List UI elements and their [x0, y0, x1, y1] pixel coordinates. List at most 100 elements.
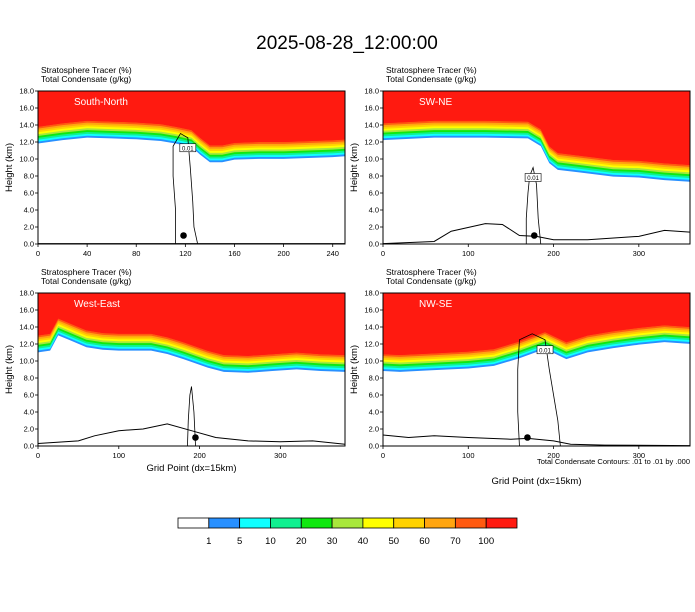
- y-axis-label: Height (km): [4, 345, 15, 394]
- terrain-line: [383, 223, 690, 244]
- y-tick-label: 16.0: [364, 306, 379, 315]
- stratosphere-core: [38, 293, 345, 356]
- y-tick-label: 12.0: [364, 340, 379, 349]
- stratosphere-core: [383, 91, 690, 165]
- x-tick-label: 200: [547, 249, 560, 258]
- panel-title-line: Total Condensate (g/kg): [41, 276, 131, 286]
- y-tick-label: 18.0: [364, 289, 379, 298]
- x-tick-label: 100: [113, 451, 126, 460]
- section-center-marker: [180, 232, 187, 239]
- x-tick-label: 100: [462, 249, 475, 258]
- y-tick-label: 0.0: [369, 240, 379, 249]
- colorbar-label: 20: [296, 536, 307, 547]
- y-axis-label: Height (km): [349, 143, 360, 192]
- panel-title-line: Stratosphere Tracer (%): [386, 267, 477, 277]
- plot-frame: [37, 292, 346, 447]
- y-tick-label: 6.0: [24, 391, 34, 400]
- section-label: NW-SE: [419, 299, 452, 310]
- y-tick-label: 8.0: [369, 172, 379, 181]
- colorbar-swatch: [331, 517, 364, 529]
- contour-label-box: [524, 173, 542, 182]
- y-tick-label: 16.0: [19, 306, 34, 315]
- y-tick-label: 4.0: [369, 408, 379, 417]
- x-axis-label: Grid Point (dx=15km): [146, 463, 236, 474]
- y-tick-label: 6.0: [24, 189, 34, 198]
- y-tick-label: 8.0: [369, 374, 379, 383]
- panel-title-line: Stratosphere Tracer (%): [41, 267, 132, 277]
- plot-area-west-east: [38, 293, 345, 446]
- x-tick-label: 300: [633, 451, 646, 460]
- y-tick-label: 10.0: [364, 357, 379, 366]
- colorbar-label: 10: [265, 536, 276, 547]
- plot-area-south-north: [38, 91, 345, 244]
- y-tick-label: 6.0: [369, 189, 379, 198]
- colorbar-swatch: [393, 517, 425, 529]
- y-tick-label: 4.0: [369, 206, 379, 215]
- plot-area-sw-ne: [383, 91, 690, 244]
- panel-title-line: Total Condensate (g/kg): [386, 74, 476, 84]
- stratosphere-core: [383, 293, 690, 356]
- colorbar-label: 40: [358, 536, 369, 547]
- y-tick-label: 2.0: [24, 425, 34, 434]
- x-tick-label: 40: [83, 249, 91, 258]
- y-axis-label: Height (km): [349, 345, 360, 394]
- section-label: SW-NE: [419, 97, 452, 108]
- y-tick-label: 10.0: [364, 155, 379, 164]
- colorbar-swatch: [454, 517, 487, 529]
- y-tick-label: 12.0: [19, 340, 34, 349]
- x-tick-label: 160: [228, 249, 241, 258]
- colorbar-swatch: [177, 517, 210, 529]
- y-tick-label: 10.0: [19, 155, 34, 164]
- colorbar-label: 60: [419, 536, 430, 547]
- x-tick-label: 0: [381, 249, 385, 258]
- y-tick-label: 10.0: [19, 357, 34, 366]
- section-center-marker: [530, 232, 538, 239]
- x-tick-label: 120: [179, 249, 192, 258]
- y-tick-label: 8.0: [24, 172, 34, 181]
- x-tick-label: 200: [193, 451, 206, 460]
- panel-title-line: Total Condensate (g/kg): [386, 276, 476, 286]
- y-tick-label: 12.0: [364, 138, 379, 147]
- x-tick-label: 0: [36, 249, 40, 258]
- x-tick-label: 0: [381, 451, 385, 460]
- stratosphere-core: [38, 91, 345, 146]
- y-tick-label: 18.0: [19, 289, 34, 298]
- y-tick-label: 14.0: [364, 323, 379, 332]
- section-center-marker: [524, 434, 531, 441]
- x-tick-label: 300: [633, 249, 646, 258]
- contour-label: 0.01: [182, 146, 194, 152]
- figure-title: 2025-08-28_12:00:00: [256, 33, 438, 54]
- section-label: South-North: [74, 97, 128, 108]
- terrain-line: [383, 434, 690, 446]
- x-tick-label: 240: [326, 249, 339, 258]
- colorbar-label: 70: [450, 536, 461, 547]
- colorbar-label: 50: [388, 536, 399, 547]
- condensate-contour: [172, 132, 199, 244]
- terrain-line: [38, 423, 345, 445]
- x-tick-label: 200: [547, 451, 560, 460]
- y-tick-label: 18.0: [364, 87, 379, 96]
- panel-title-line: Total Condensate (g/kg): [41, 74, 131, 84]
- condensate-contour: [517, 333, 561, 446]
- plot-frame: [382, 292, 691, 447]
- colorbar-swatch: [424, 517, 456, 529]
- y-tick-label: 6.0: [369, 391, 379, 400]
- x-tick-label: 300: [274, 451, 287, 460]
- plot-frame: [382, 90, 691, 245]
- colorbar-swatch: [270, 517, 302, 529]
- section-center-marker: [192, 434, 199, 441]
- y-tick-label: 2.0: [369, 223, 379, 232]
- colorbar-swatch: [300, 517, 333, 529]
- contour-footnote: Total Condensate Contours: .01 to .01 by…: [537, 457, 690, 466]
- panel-nw-se: 0.0 2.0 4.0 6.0 8.0 10.0 12.0 14.0 16.0 18.0 0 100 2…: [349, 267, 691, 487]
- panel-west-east: 0.0 2.0 4.0 6.0 8.0 10.0 12.0 14.0 16.0 18.0 0 100 2…: [4, 267, 346, 474]
- x-axis-label: Grid Point (dx=15km): [491, 476, 581, 487]
- y-tick-label: 0.0: [24, 240, 34, 249]
- y-tick-label: 16.0: [364, 104, 379, 113]
- colorbar-swatch: [239, 517, 271, 529]
- y-tick-label: 14.0: [19, 323, 34, 332]
- panel-south-north: 0.0 2.0 4.0 6.0 8.0 10.0 12.0 14.0 16.0 18.0 0 40 80…: [4, 65, 346, 258]
- contour-label: 0.01: [527, 176, 539, 182]
- colorbar-swatch: [208, 517, 241, 529]
- y-axis-label: Height (km): [4, 143, 15, 192]
